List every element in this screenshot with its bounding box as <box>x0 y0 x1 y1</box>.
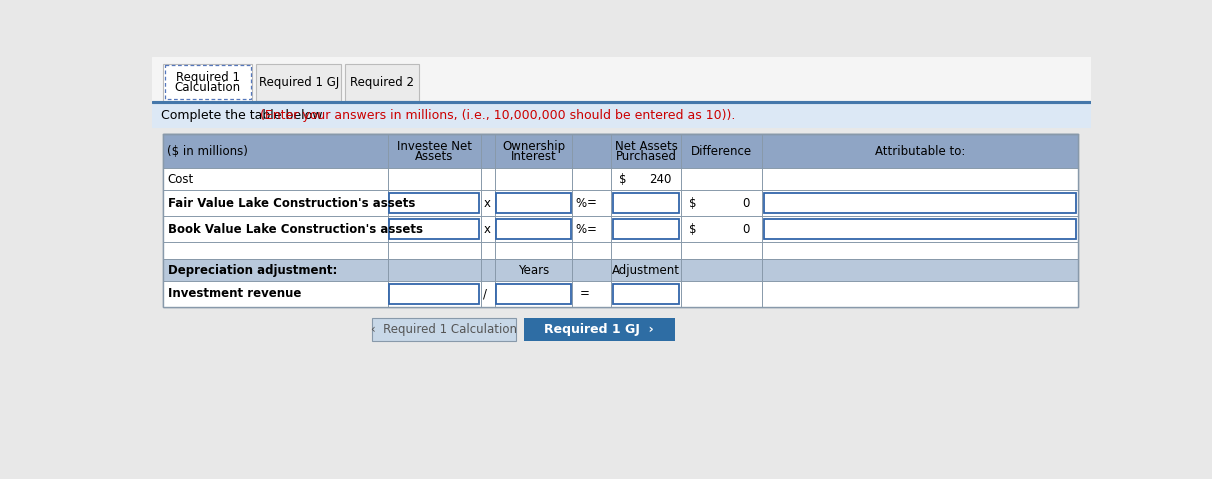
Bar <box>256 64 342 101</box>
Text: $: $ <box>688 196 696 209</box>
Text: Required 1: Required 1 <box>176 71 240 84</box>
Bar <box>612 219 679 239</box>
Text: =: = <box>581 287 590 300</box>
Text: Attributable to:: Attributable to: <box>875 145 965 158</box>
Bar <box>612 193 679 213</box>
Text: Years: Years <box>518 263 549 276</box>
Bar <box>152 57 1091 103</box>
Text: 240: 240 <box>650 172 671 186</box>
Text: =: = <box>587 223 596 236</box>
Text: Required 1 GJ: Required 1 GJ <box>258 76 339 89</box>
Text: %: % <box>576 223 587 236</box>
Text: Depreciation adjustment:: Depreciation adjustment: <box>167 263 337 276</box>
Bar <box>389 284 479 304</box>
Bar <box>152 102 1091 103</box>
Text: ‹  Required 1 Calculation: ‹ Required 1 Calculation <box>371 323 518 336</box>
Text: Required 1 GJ  ›: Required 1 GJ › <box>544 323 654 336</box>
Text: Book Value Lake Construction's assets: Book Value Lake Construction's assets <box>167 223 423 236</box>
Text: Calculation: Calculation <box>175 81 241 94</box>
Text: Interest: Interest <box>510 150 556 163</box>
Text: /: / <box>484 287 487 300</box>
Text: Purchased: Purchased <box>616 150 676 163</box>
Text: Investee Net: Investee Net <box>396 140 471 153</box>
Bar <box>164 242 1077 259</box>
Text: 0: 0 <box>743 196 750 209</box>
Text: (Enter your answers in millions, (i.e., 10,000,000 should be entered as 10)).: (Enter your answers in millions, (i.e., … <box>259 109 734 122</box>
Bar <box>497 284 571 304</box>
Text: $: $ <box>619 172 627 186</box>
Text: Difference: Difference <box>691 145 753 158</box>
Bar <box>165 65 251 99</box>
Text: Required 2: Required 2 <box>350 76 415 89</box>
Text: x: x <box>484 223 490 236</box>
Bar <box>164 281 1077 307</box>
Bar <box>164 259 1077 281</box>
Bar <box>612 284 679 304</box>
Bar <box>164 135 1077 168</box>
Text: Ownership: Ownership <box>502 140 565 153</box>
Bar <box>164 190 1077 216</box>
Text: Assets: Assets <box>416 150 453 163</box>
Bar <box>345 64 419 101</box>
Bar <box>764 219 1076 239</box>
Bar <box>497 219 571 239</box>
Text: 0: 0 <box>743 223 750 236</box>
Bar <box>372 318 516 341</box>
Bar <box>389 193 479 213</box>
Text: =: = <box>587 196 596 209</box>
Text: %: % <box>576 196 587 209</box>
Bar <box>524 318 675 341</box>
Text: Adjustment: Adjustment <box>612 263 680 276</box>
Bar <box>164 135 1077 307</box>
Bar <box>164 168 1077 190</box>
Text: $: $ <box>688 223 696 236</box>
Bar <box>389 219 479 239</box>
Bar <box>764 193 1076 213</box>
Text: Net Assets: Net Assets <box>614 140 678 153</box>
Text: x: x <box>484 196 490 209</box>
Text: Investment revenue: Investment revenue <box>167 287 301 300</box>
Bar <box>152 103 1091 127</box>
Bar <box>497 193 571 213</box>
Text: Complete the table below.: Complete the table below. <box>161 109 330 122</box>
Bar <box>164 64 252 101</box>
Bar <box>164 135 1077 307</box>
Text: Fair Value Lake Construction's assets: Fair Value Lake Construction's assets <box>167 196 416 209</box>
Text: Cost: Cost <box>167 172 194 186</box>
Bar <box>164 216 1077 242</box>
Text: ($ in millions): ($ in millions) <box>167 145 248 158</box>
